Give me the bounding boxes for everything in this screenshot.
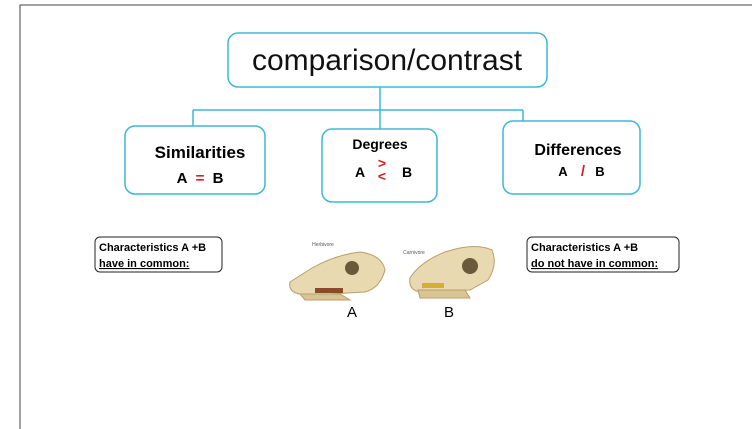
box (124, 125, 266, 195)
note-line: have in common: (99, 258, 189, 270)
image-label: B (444, 304, 454, 321)
title-box (227, 32, 548, 88)
image-label: A (347, 304, 357, 321)
box (321, 128, 438, 203)
note-line: do not have in common: (531, 258, 658, 270)
box-a: A (355, 164, 365, 180)
box-symbol: < (378, 168, 386, 184)
note-box (94, 236, 223, 273)
carnivore-skull (409, 246, 495, 299)
box-heading: Differences (534, 142, 621, 159)
box-b: B (595, 164, 604, 179)
connectors (192, 87, 524, 129)
box-symbol: / (581, 163, 586, 180)
image-caption: Carnivore (403, 250, 425, 256)
herbivore-skull (289, 251, 386, 301)
box-a: A (558, 164, 568, 179)
box-b: B (213, 170, 224, 187)
box-symbol: > (378, 155, 386, 171)
box (502, 120, 641, 195)
note-line: Characteristics A +B (531, 242, 638, 254)
title: comparison/contrast (252, 44, 523, 77)
box-heading: Degrees (352, 136, 407, 152)
note-box (526, 236, 680, 273)
image-caption: Herbivore (312, 242, 334, 248)
box-symbol: = (196, 170, 205, 187)
box-a: A (177, 170, 188, 187)
box-b: B (402, 164, 412, 180)
note-line: Characteristics A +B (99, 242, 206, 254)
box-heading: Similarities (155, 143, 246, 162)
